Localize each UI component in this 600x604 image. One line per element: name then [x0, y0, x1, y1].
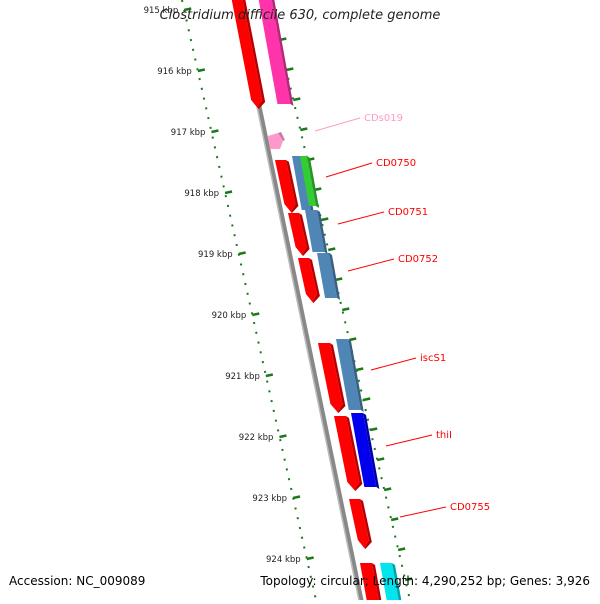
gene-cds-g	[349, 499, 369, 548]
outer-tick	[286, 67, 294, 72]
gene-green	[300, 156, 316, 206]
page-title: Clostridium difficile 630, complete geno…	[159, 8, 441, 23]
callout-line	[399, 506, 447, 518]
kbp-label: 923 kbp	[252, 494, 287, 504]
gene-steelblue-d-shade	[348, 339, 364, 412]
outer-tick	[383, 487, 392, 492]
callout-line	[370, 357, 417, 371]
kbp-label: 919 kbp	[198, 250, 233, 260]
kbp-label: 917 kbp	[171, 128, 206, 138]
callout-line	[385, 434, 433, 447]
kbp-tick	[224, 190, 233, 195]
outer-tick	[348, 337, 357, 342]
gene-green-shade	[307, 156, 319, 208]
gene-steelblue-a	[292, 156, 311, 210]
ruler-inner-dots	[181, 0, 317, 601]
outer-tick	[341, 307, 350, 312]
outer-tick	[362, 397, 371, 402]
kbp-label: 921 kbp	[225, 372, 260, 382]
gene-steelblue-c-shade	[329, 253, 341, 300]
kbp-tick	[197, 68, 206, 73]
kbp-label: 918 kbp	[184, 189, 219, 199]
callout-line	[314, 117, 361, 132]
gene-label: CD0750	[376, 158, 416, 169]
gene-cds-e-shade	[330, 343, 346, 413]
outer-tick	[376, 457, 385, 462]
kbp-label: 920 kbp	[212, 311, 247, 321]
kbp-tick	[292, 495, 301, 500]
gene-cds-a	[231, 0, 263, 108]
kbp-tick	[251, 312, 260, 317]
outer-tick	[320, 217, 329, 222]
gene-cds-b-shade	[286, 160, 299, 213]
topology-text: Topology: circular; Length: 4,290,252 bp…	[260, 574, 590, 588]
kbp-tick	[183, 7, 192, 12]
gene-label: CD0751	[388, 207, 428, 218]
gene-cds-e	[318, 343, 343, 412]
gene-cds-g-shade	[360, 499, 372, 549]
callout-line	[325, 162, 373, 178]
gene-label: iscS1	[420, 353, 446, 364]
gene-label: thiI	[436, 430, 452, 441]
gene-pseudo-cds019-shade	[278, 132, 285, 141]
kbp-tick	[279, 434, 287, 439]
outer-tick	[397, 547, 406, 552]
gene-cds-b	[275, 160, 296, 212]
kbp-tick	[265, 373, 274, 378]
gene-cds-f-shade	[346, 416, 363, 491]
callout-line	[337, 211, 385, 225]
outer-tick	[327, 247, 336, 252]
gene-cds-d-shade	[309, 258, 320, 303]
kbp-label: 916 kbp	[157, 67, 192, 77]
gene-steelblue-b-shade	[317, 210, 328, 254]
gene-cds-a-shade	[242, 0, 266, 109]
gene-cds-c-shade	[299, 213, 310, 256]
callout-line	[347, 258, 395, 272]
outer-tick	[404, 577, 413, 582]
kbp-label: 915 kbp	[144, 6, 179, 16]
gene-cyan-shade	[392, 563, 403, 604]
kbp-tick	[211, 129, 219, 134]
accession-text: Accession: NC_009089	[9, 574, 146, 588]
outer-tick	[390, 517, 399, 522]
gene-label: CD0752	[398, 254, 438, 265]
kbp-tick	[306, 556, 314, 561]
outer-tick	[369, 427, 378, 432]
gene-steelblue-b	[305, 210, 325, 252]
gene-cds-c	[288, 213, 307, 255]
gene-cds-d	[298, 258, 317, 302]
gene-magenta	[258, 0, 291, 104]
outer-tick	[293, 97, 301, 102]
gene-pseudo-cds019	[268, 133, 283, 149]
gene-cyan	[380, 563, 400, 604]
kbp-label: 924 kbp	[266, 555, 301, 565]
outer-tick	[355, 367, 364, 372]
outer-tick	[300, 127, 308, 132]
gene-label: CDs019	[364, 113, 403, 124]
gene-cds-f	[334, 416, 360, 490]
gene-blue-thiI	[351, 413, 377, 487]
kbp-tick	[238, 251, 246, 256]
gene-steelblue-d	[336, 339, 361, 410]
gene-blue-thiI-shade	[363, 413, 380, 489]
gene-label: CD0755	[450, 502, 490, 513]
gene-cds-h-shade	[372, 563, 383, 604]
kbp-label: 922 kbp	[239, 433, 274, 443]
gene-steelblue-c	[317, 253, 338, 298]
gene-magenta-shade	[271, 0, 294, 106]
gene-cds-h	[360, 563, 380, 604]
